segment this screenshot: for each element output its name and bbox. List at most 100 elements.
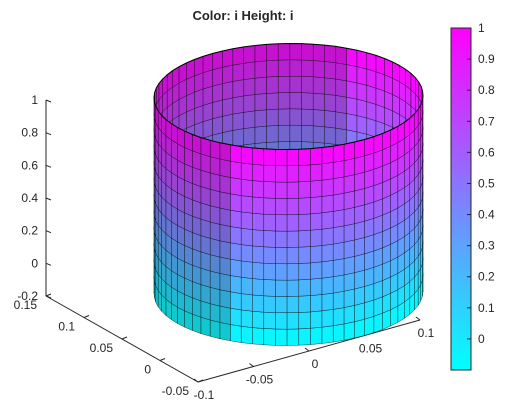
surface-facet: [241, 179, 253, 198]
surface-facet: [286, 198, 299, 215]
z-tick-label: -0.2: [17, 289, 38, 303]
surface-facet: [230, 258, 242, 278]
surface-facet: [310, 278, 323, 296]
surface-facet: [200, 235, 211, 255]
surface-facet: [275, 181, 288, 199]
surface-facet: [241, 293, 253, 312]
colorbar-tick-label: 0.4: [478, 208, 495, 222]
surface-facet: [252, 229, 264, 247]
surface-facet: [321, 309, 334, 328]
surface-facet: [278, 125, 291, 142]
surface-facet: [243, 78, 256, 97]
z-tick-label: 0.6: [21, 158, 38, 172]
surface-facet: [275, 149, 288, 166]
surface-facet: [212, 99, 223, 120]
surface-facet: [310, 294, 323, 313]
surface-facet: [373, 165, 383, 186]
surface-facet: [366, 101, 377, 122]
surface-facet: [343, 239, 355, 259]
surface-facet: [230, 291, 242, 311]
surface-facet: [286, 165, 299, 183]
surface-facet: [252, 164, 264, 182]
surface-facet: [210, 303, 221, 323]
surface-facet: [310, 147, 323, 166]
surface-facet: [335, 78, 347, 98]
y-tick-label: -0.05: [162, 384, 190, 398]
surface-facet: [354, 171, 365, 192]
surface-facet: [343, 141, 355, 161]
surface-facet: [232, 95, 244, 115]
surface-facet: [241, 211, 253, 230]
surface-facet: [354, 253, 365, 273]
surface-facet: [356, 49, 367, 70]
surface-facet: [278, 76, 291, 93]
surface-facet: [241, 326, 253, 345]
surface-facet: [263, 312, 276, 330]
surface-facet: [275, 328, 288, 346]
surface-facet: [266, 76, 279, 94]
surface-facet: [219, 273, 231, 293]
surface-facet: [366, 68, 377, 89]
surface-facet: [343, 288, 355, 308]
surface-facet: [192, 215, 202, 236]
surface-facet: [298, 148, 311, 166]
surface-facet: [364, 299, 375, 320]
surface-facet: [219, 305, 231, 325]
surface-facet: [210, 156, 221, 176]
surface-facet: [202, 85, 213, 106]
surface-facet: [222, 48, 234, 68]
surface-facet: [333, 225, 345, 245]
surface-facet: [212, 83, 223, 103]
surface-facet: [219, 142, 231, 162]
surface-facet: [232, 79, 244, 99]
surface-facet: [232, 112, 244, 131]
surface-facet: [241, 260, 253, 279]
surface-facet: [333, 192, 345, 212]
surface-facet: [346, 64, 358, 84]
surface-facet: [286, 296, 299, 313]
z-tick-label: 0.2: [21, 224, 38, 238]
surface-facet: [192, 264, 202, 285]
surface-facet: [364, 201, 375, 222]
surface-facet: [263, 328, 276, 346]
z-tick-label: 0.8: [21, 126, 38, 140]
surface-facet: [275, 198, 288, 215]
surface-facet: [356, 82, 367, 102]
x-tick-mark: [249, 363, 254, 367]
surface-facet: [252, 327, 264, 345]
surface-facet: [200, 202, 211, 223]
surface-facet: [301, 108, 314, 126]
surface-facet: [230, 160, 242, 180]
surface-facet: [366, 117, 377, 138]
top-rim: [153, 42, 424, 151]
surface-facet: [230, 193, 242, 213]
surface-facet: [321, 227, 334, 246]
surface-facet: [289, 43, 302, 61]
x-tick-label: 0: [312, 357, 319, 371]
surface-facet: [219, 322, 231, 342]
surface-facet: [278, 92, 291, 110]
surface-facet: [289, 125, 302, 142]
y-tick-mark: [121, 336, 128, 340]
surface-facet: [275, 279, 288, 297]
surface-facet: [210, 254, 221, 274]
colorbar-gradient: [450, 27, 472, 371]
surface-facet: [313, 76, 325, 95]
surface-facet: [252, 213, 264, 231]
surface-facet: [254, 109, 267, 128]
surface-facet: [192, 199, 202, 220]
surface-facet: [286, 328, 299, 346]
surface-facet: [364, 218, 375, 238]
surface-facet: [230, 209, 242, 229]
surface-facet: [210, 270, 221, 291]
surface-facet: [313, 60, 325, 78]
surface-facet: [324, 77, 336, 96]
surface-facet: [373, 312, 383, 333]
y-axis-ticks: -0.05 0 0.05 0.1 0.15: [14, 293, 204, 398]
surface-facet: [254, 76, 267, 95]
surface-facet: [346, 113, 358, 133]
surface-facet: [333, 290, 345, 310]
surface-facet: [252, 147, 264, 166]
surface-facet: [232, 128, 244, 148]
surface-facet: [310, 196, 323, 215]
